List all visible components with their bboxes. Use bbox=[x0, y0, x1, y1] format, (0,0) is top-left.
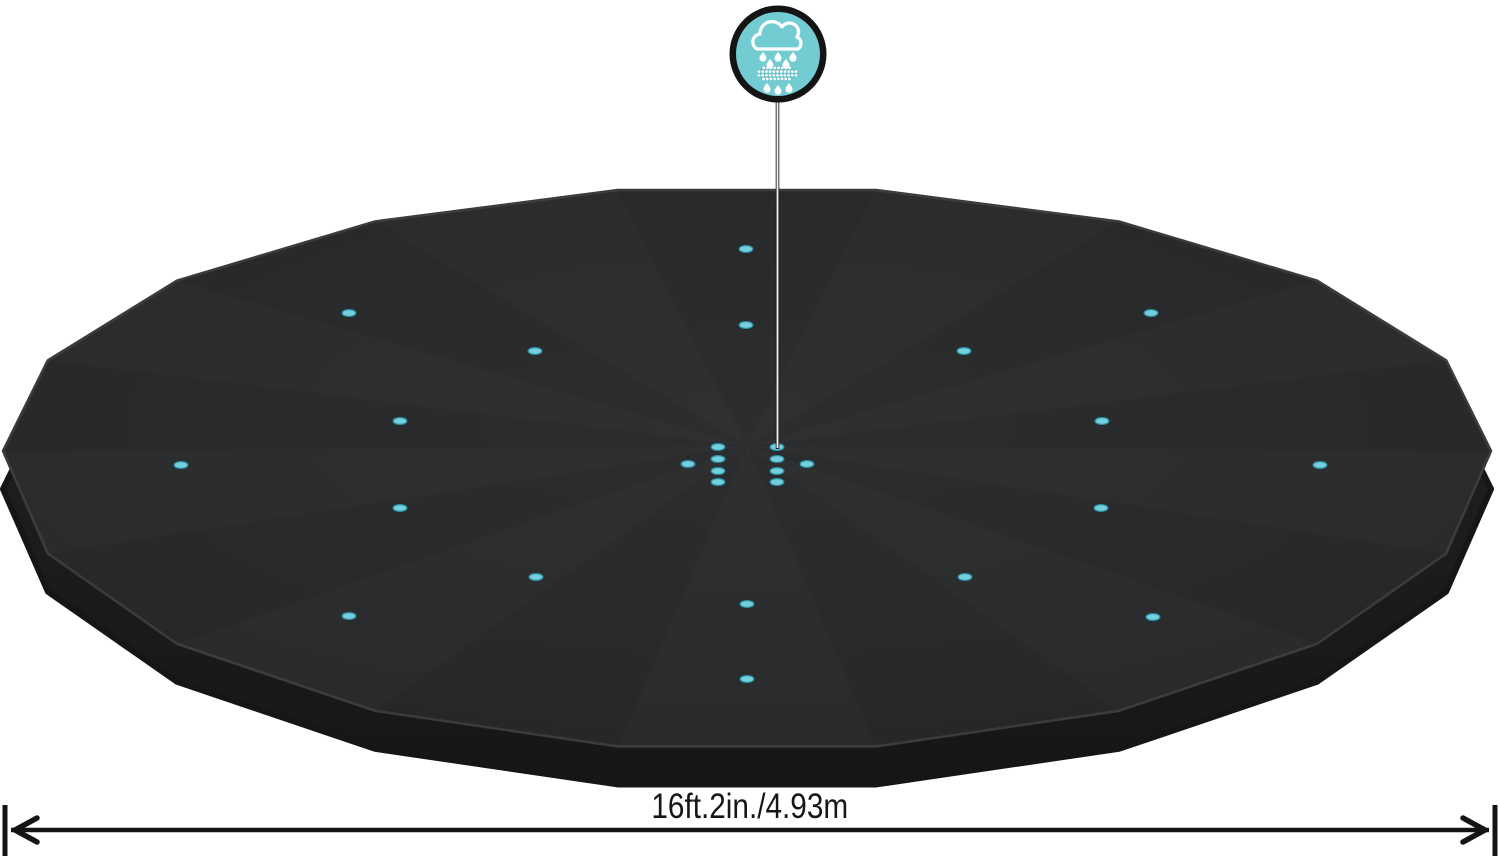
raindrop-icon bbox=[759, 52, 767, 62]
drain-dot bbox=[341, 611, 357, 621]
drain-hole-dot bbox=[779, 70, 783, 73]
drain-dot bbox=[680, 459, 696, 469]
drain-dot bbox=[769, 466, 785, 476]
drain-dot bbox=[710, 454, 726, 464]
drain-hole-dot bbox=[787, 73, 790, 77]
drain-hole-dot bbox=[766, 66, 769, 70]
drain-hole-dot bbox=[768, 73, 772, 77]
raindrop-icon bbox=[785, 83, 793, 93]
drain-hole-dot bbox=[788, 66, 792, 70]
drain-dot bbox=[1145, 612, 1161, 622]
drain-dot bbox=[769, 454, 785, 464]
drain-dot bbox=[956, 346, 972, 356]
drain-dot bbox=[173, 460, 189, 470]
drain-hole-dot bbox=[777, 66, 780, 70]
arrowhead-right-icon bbox=[1460, 815, 1488, 845]
drain-dot bbox=[710, 466, 726, 476]
arrowhead-left-icon bbox=[12, 815, 40, 845]
dimension-annotation bbox=[2, 805, 1498, 856]
raindrop-icon bbox=[774, 52, 782, 62]
drain-hole-dot bbox=[794, 73, 798, 77]
cloud-icon bbox=[751, 20, 803, 51]
drain-hole-dot bbox=[784, 66, 788, 70]
drain-hole-dot bbox=[757, 70, 761, 73]
drain-hole-dot bbox=[762, 66, 766, 70]
drain-hole-dot bbox=[765, 70, 768, 73]
drain-hole-dot bbox=[765, 73, 768, 77]
drain-dot bbox=[710, 442, 726, 452]
drain-dot bbox=[392, 503, 408, 513]
drain-hole-dot bbox=[773, 66, 777, 70]
drain-hole-dot bbox=[788, 77, 791, 81]
drain-hole-dot bbox=[790, 73, 794, 77]
raindrop-icon bbox=[766, 59, 774, 69]
raindrop-icon bbox=[774, 85, 782, 95]
drain-hole-dot bbox=[757, 73, 761, 77]
drain-dot bbox=[739, 599, 755, 609]
rain-drain-icon bbox=[729, 5, 827, 103]
drain-dot bbox=[710, 477, 726, 487]
drain-hole-dot bbox=[783, 73, 787, 77]
drain-hole-dot bbox=[772, 73, 776, 77]
drain-dot bbox=[1312, 460, 1328, 470]
drain-hole-dot bbox=[772, 70, 776, 73]
drain-dot bbox=[739, 674, 755, 684]
drain-hole-dot bbox=[768, 70, 772, 73]
drain-dot bbox=[738, 244, 754, 254]
drain-dot bbox=[1143, 308, 1159, 318]
drain-dot bbox=[1094, 416, 1110, 426]
drain-hole-dot bbox=[773, 77, 776, 81]
drain-hole-dot bbox=[794, 70, 798, 73]
drain-dot bbox=[738, 320, 754, 330]
drain-hole-dot bbox=[780, 77, 784, 81]
drain-dot bbox=[957, 572, 973, 582]
drain-holes bbox=[173, 244, 1328, 684]
drain-hole-dot bbox=[761, 70, 765, 73]
dimension-label: 16ft.2in./4.93m bbox=[0, 789, 1500, 824]
drain-dot bbox=[769, 477, 785, 487]
drain-hole-dot bbox=[784, 77, 788, 81]
drain-hole-dot bbox=[780, 66, 784, 70]
drain-dot bbox=[392, 416, 408, 426]
drain-hole-dot bbox=[761, 73, 765, 77]
drain-dot bbox=[527, 346, 543, 356]
drain-oval bbox=[757, 65, 799, 82]
pool-cover-top-face bbox=[1, 188, 1493, 748]
drain-hole-dot bbox=[765, 77, 769, 81]
raindrop-icon bbox=[763, 83, 771, 93]
drain-hole-dot bbox=[776, 70, 779, 73]
drain-hole-dot bbox=[769, 66, 773, 70]
dimension-label-text: 16ft.2in./4.93m bbox=[651, 787, 849, 826]
drain-hole-dot bbox=[783, 70, 787, 73]
drain-hole-dot bbox=[776, 73, 779, 77]
pool-cover bbox=[0, 188, 1494, 788]
drain-hole-dot bbox=[776, 77, 780, 81]
raindrop-icon bbox=[782, 59, 790, 69]
drain-hole-dot bbox=[762, 77, 765, 81]
raindrop-icon bbox=[789, 52, 797, 62]
drain-hole-dot bbox=[787, 70, 790, 73]
drain-dot bbox=[799, 459, 815, 469]
drain-hole-dot bbox=[779, 73, 783, 77]
drain-dot bbox=[1093, 503, 1109, 513]
drain-hole-dot bbox=[769, 77, 773, 81]
drain-hole-dot bbox=[790, 70, 794, 73]
drain-dot bbox=[341, 308, 357, 318]
drain-dot bbox=[528, 572, 544, 582]
